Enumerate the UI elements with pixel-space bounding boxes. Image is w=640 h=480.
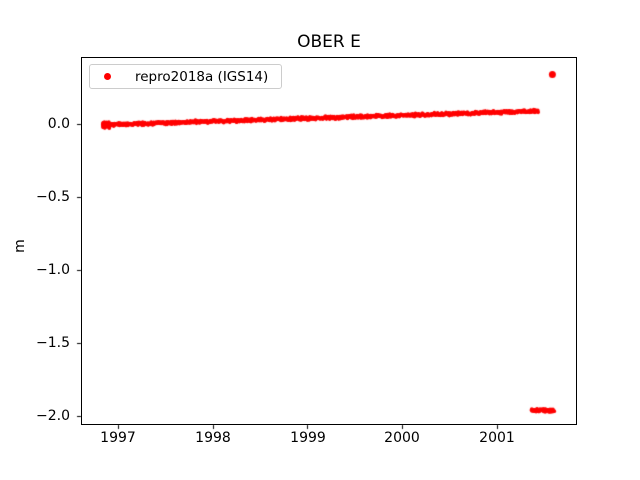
- legend-red-dot-icon: [104, 73, 111, 80]
- x-tick-label-1998: 1998: [195, 430, 231, 446]
- y-tick-label--0.5: −0.5: [36, 189, 70, 205]
- chart-title: OBER E: [297, 32, 361, 52]
- y-tick-label-0.0: 0.0: [47, 116, 70, 132]
- x-tick-label-2000: 2000: [384, 430, 420, 446]
- x-tick-label-1997: 1997: [100, 430, 136, 446]
- legend-entry-label: repro2018a (IGS14): [135, 68, 269, 85]
- axes-frame: [81, 57, 577, 425]
- legend: repro2018a (IGS14): [89, 64, 282, 89]
- y-axis-label: m: [11, 239, 28, 253]
- y-tick-label--1.0: −1.0: [36, 262, 70, 278]
- x-tick-label-2001: 2001: [479, 430, 515, 446]
- y-tick-label--1.5: −1.5: [36, 335, 70, 351]
- x-tick-label-1999: 1999: [290, 430, 326, 446]
- y-tick-label--2.0: −2.0: [36, 408, 70, 424]
